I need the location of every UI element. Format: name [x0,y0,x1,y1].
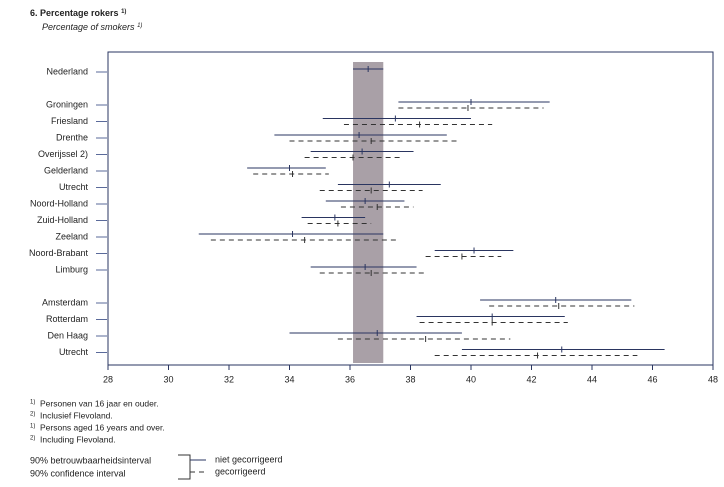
legend-bracket [178,454,191,480]
footnote-mark: 1) [30,400,35,406]
category-label: Gelderland [44,165,88,175]
chart-subtitle: Percentage of smokers 1) [42,22,142,32]
x-tick-label: 46 [647,374,657,384]
category-label: Nederland [46,66,88,76]
legend-caption: 90% confidence interval [30,468,126,478]
category-label: Utrecht [59,347,89,357]
x-tick-label: 30 [163,374,173,384]
x-tick-label: 38 [405,374,415,384]
chart-title: 6. Percentage rokers 1) [30,8,126,18]
category-label: Friesland [51,116,88,126]
legend-label: niet gecorrigeerd [215,454,283,464]
legend-label: gecorrigeerd [215,466,266,476]
category-label: Overijssel 2) [38,149,88,159]
x-tick-label: 44 [587,374,597,384]
category-label: Noord-Holland [30,198,88,208]
category-label: Utrecht [59,182,89,192]
x-tick-label: 42 [526,374,536,384]
legend-caption: 90% betrouwbaarheidsinterval [30,455,151,465]
x-tick-label: 40 [466,374,476,384]
category-label: Limburg [55,264,88,274]
footnote: Inclusief Flevoland. [40,410,113,420]
footnote: Including Flevoland. [40,434,116,444]
category-label: Groningen [46,99,88,109]
category-label: Amsterdam [42,297,88,307]
footnote-mark: 2) [30,412,35,418]
x-tick-label: 28 [103,374,113,384]
x-tick-label: 34 [284,374,294,384]
x-tick-label: 32 [224,374,234,384]
footnote-mark: 2) [30,436,35,442]
category-label: Den Haag [47,330,88,340]
category-label: Noord-Brabant [29,248,89,258]
category-label: Rotterdam [46,314,88,324]
category-label: Zeeland [55,231,88,241]
reference-band [353,62,384,363]
x-tick-label: 36 [345,374,355,384]
footnote-mark: 1) [30,424,35,430]
footnote: Persons aged 16 years and over. [40,422,165,432]
x-tick-label: 48 [708,374,718,384]
plot-frame [107,51,714,366]
footnote: Personen van 16 jaar en ouder. [40,398,159,408]
category-label: Zuid-Holland [37,215,88,225]
category-label: Drenthe [56,132,88,142]
